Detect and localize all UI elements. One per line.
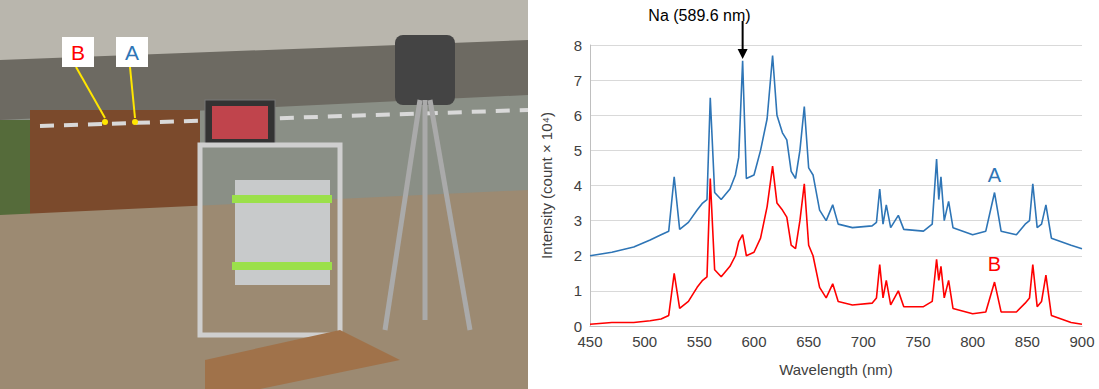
svg-text:450: 450 [577,333,602,350]
svg-text:B: B [988,253,1001,275]
svg-text:A: A [125,41,139,64]
svg-text:6: 6 [574,107,582,124]
svg-text:3: 3 [574,212,582,229]
svg-text:A: A [988,164,1002,186]
svg-text:Na (589.6 nm): Na (589.6 nm) [648,7,750,24]
svg-text:550: 550 [687,333,712,350]
svg-text:8: 8 [574,37,582,54]
svg-text:1: 1 [574,282,582,299]
svg-text:Wavelength (nm): Wavelength (nm) [779,361,893,378]
svg-text:900: 900 [1069,333,1094,350]
svg-text:Intensity (count × 10⁴): Intensity (count × 10⁴) [538,112,555,259]
svg-text:500: 500 [632,333,657,350]
svg-text:850: 850 [1015,333,1040,350]
svg-text:4: 4 [574,177,582,194]
svg-text:B: B [71,41,85,64]
svg-text:700: 700 [851,333,876,350]
svg-text:650: 650 [796,333,821,350]
svg-text:600: 600 [741,333,766,350]
svg-text:800: 800 [960,333,985,350]
svg-text:5: 5 [574,142,582,159]
svg-text:750: 750 [905,333,930,350]
svg-text:7: 7 [574,72,582,89]
svg-text:0: 0 [574,318,582,335]
svg-text:2: 2 [574,247,582,264]
